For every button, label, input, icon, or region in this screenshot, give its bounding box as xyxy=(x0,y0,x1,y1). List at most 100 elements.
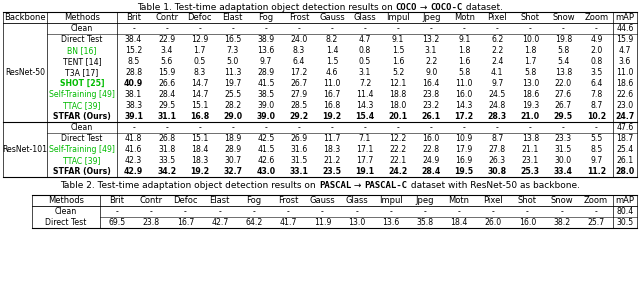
Text: 1.7: 1.7 xyxy=(193,46,206,55)
Text: 0.5: 0.5 xyxy=(359,57,371,66)
Text: -: - xyxy=(298,123,300,132)
Text: -: - xyxy=(184,207,187,216)
Text: Contr: Contr xyxy=(155,13,178,22)
Text: 6.4: 6.4 xyxy=(292,57,305,66)
Text: -: - xyxy=(463,24,465,33)
Text: 33.4: 33.4 xyxy=(554,167,573,176)
Text: 2.0: 2.0 xyxy=(590,46,603,55)
Text: -: - xyxy=(561,207,563,216)
Text: 24.9: 24.9 xyxy=(422,156,440,165)
Text: 29.5: 29.5 xyxy=(158,101,175,110)
Text: -: - xyxy=(458,207,460,216)
Text: 14.7: 14.7 xyxy=(191,90,209,99)
Text: BN [16]: BN [16] xyxy=(67,46,97,55)
Text: 19.7: 19.7 xyxy=(224,79,241,88)
Text: 15.1: 15.1 xyxy=(191,134,209,143)
Text: 5.8: 5.8 xyxy=(524,68,536,77)
Text: -: - xyxy=(165,123,168,132)
Text: 41.8: 41.8 xyxy=(125,134,142,143)
Text: 31.8: 31.8 xyxy=(158,145,175,154)
Text: 9.7: 9.7 xyxy=(590,156,603,165)
Text: -: - xyxy=(397,123,399,132)
Text: 17.2: 17.2 xyxy=(291,68,307,77)
Text: 30.8: 30.8 xyxy=(488,167,507,176)
Text: 14.3: 14.3 xyxy=(456,101,473,110)
Text: Shot: Shot xyxy=(521,13,540,22)
Text: 42.9: 42.9 xyxy=(124,167,143,176)
Text: 5.2: 5.2 xyxy=(392,68,404,77)
Text: 17.2: 17.2 xyxy=(454,112,474,121)
Text: 25.5: 25.5 xyxy=(224,90,241,99)
Text: 25.3: 25.3 xyxy=(521,167,540,176)
Text: 18.6: 18.6 xyxy=(522,90,539,99)
Text: 4.7: 4.7 xyxy=(359,35,371,44)
Text: 21.0: 21.0 xyxy=(521,112,540,121)
Text: 25.4: 25.4 xyxy=(616,145,634,154)
Text: 23.8: 23.8 xyxy=(143,218,160,227)
Text: -: - xyxy=(132,123,135,132)
Text: 15.9: 15.9 xyxy=(616,35,634,44)
Text: Direct Test: Direct Test xyxy=(45,218,86,227)
Text: 15.1: 15.1 xyxy=(191,101,209,110)
Text: 40.9: 40.9 xyxy=(124,79,143,88)
Text: 18.3: 18.3 xyxy=(323,145,340,154)
Text: 16.0: 16.0 xyxy=(422,134,440,143)
Text: TENT [14]: TENT [14] xyxy=(63,57,101,66)
Text: -: - xyxy=(264,123,267,132)
Text: 32.7: 32.7 xyxy=(223,167,242,176)
Text: 11.0: 11.0 xyxy=(456,79,473,88)
Text: 22.0: 22.0 xyxy=(555,79,572,88)
Text: -: - xyxy=(496,24,499,33)
Text: 16.9: 16.9 xyxy=(456,156,473,165)
Text: TTAC [39]: TTAC [39] xyxy=(63,101,100,110)
Text: 3.4: 3.4 xyxy=(161,46,173,55)
Text: 22.6: 22.6 xyxy=(616,90,634,99)
Text: -: - xyxy=(231,123,234,132)
Text: -: - xyxy=(132,24,135,33)
Text: 10.0: 10.0 xyxy=(522,35,539,44)
Text: 4.1: 4.1 xyxy=(491,68,504,77)
Text: 16.0: 16.0 xyxy=(456,90,473,99)
Text: 8.5: 8.5 xyxy=(590,145,603,154)
Text: Clean: Clean xyxy=(71,24,93,33)
Text: 18.9: 18.9 xyxy=(224,134,241,143)
Text: Impul: Impul xyxy=(379,196,403,205)
Text: -: - xyxy=(253,207,255,216)
Text: Clean: Clean xyxy=(55,207,77,216)
Text: Backbone: Backbone xyxy=(4,13,46,22)
Text: 7.1: 7.1 xyxy=(359,134,371,143)
Text: -: - xyxy=(165,24,168,33)
Text: 16.7: 16.7 xyxy=(177,218,194,227)
Text: 5.6: 5.6 xyxy=(161,57,173,66)
Text: 43.0: 43.0 xyxy=(256,167,275,176)
Text: 11.7: 11.7 xyxy=(323,134,340,143)
Text: 19.2: 19.2 xyxy=(323,112,342,121)
Text: dataset.: dataset. xyxy=(463,3,503,12)
Text: 24.5: 24.5 xyxy=(489,90,506,99)
Text: Fog: Fog xyxy=(246,196,262,205)
Text: 39.0: 39.0 xyxy=(257,101,275,110)
Text: 38.3: 38.3 xyxy=(125,101,142,110)
Text: 80.4: 80.4 xyxy=(616,207,634,216)
Text: 0.8: 0.8 xyxy=(359,46,371,55)
Text: -: - xyxy=(364,24,366,33)
Text: 18.7: 18.7 xyxy=(616,134,634,143)
Text: 26.0: 26.0 xyxy=(484,218,502,227)
Text: 11.3: 11.3 xyxy=(224,68,241,77)
Text: -: - xyxy=(526,207,529,216)
Text: -: - xyxy=(218,207,221,216)
Text: Contr: Contr xyxy=(140,196,163,205)
Text: 0.5: 0.5 xyxy=(193,57,206,66)
Text: 16.0: 16.0 xyxy=(519,218,536,227)
Text: Frost: Frost xyxy=(278,196,298,205)
Text: -: - xyxy=(330,123,333,132)
Text: 13.8: 13.8 xyxy=(522,134,539,143)
Text: Motn: Motn xyxy=(454,13,475,22)
Text: 26.7: 26.7 xyxy=(555,101,572,110)
Text: 1.6: 1.6 xyxy=(458,57,470,66)
Text: 28.5: 28.5 xyxy=(291,101,307,110)
Text: 39.0: 39.0 xyxy=(256,112,275,121)
Text: 2.4: 2.4 xyxy=(491,57,504,66)
Text: -: - xyxy=(198,123,201,132)
Text: 13.0: 13.0 xyxy=(348,218,365,227)
